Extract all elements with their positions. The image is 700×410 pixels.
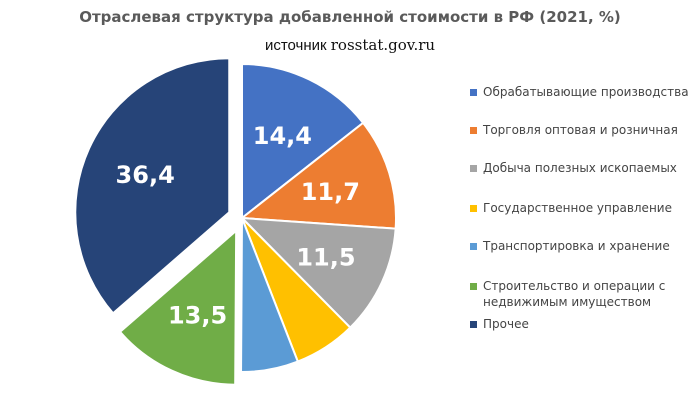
- pie-slice: [74, 57, 231, 315]
- pie-slice: [240, 217, 300, 373]
- legend-swatch: [470, 243, 477, 250]
- pie-slice: [239, 216, 397, 329]
- legend-label: Торговля оптовая и розничная: [483, 123, 678, 137]
- legend-item: Торговля оптовая и розничная: [470, 122, 698, 138]
- legend-item: Транспортировка и хранение: [470, 238, 698, 254]
- legend-swatch: [470, 205, 477, 212]
- source-prefix: источник: [264, 37, 327, 54]
- legend-label: Обрабатывающие производства: [483, 85, 689, 99]
- pie-slice: [241, 62, 365, 221]
- legend-swatch: [470, 165, 477, 172]
- slice-data-label: 13,5: [168, 302, 227, 330]
- legend-label: Добыча полезных ископаемых: [483, 161, 677, 175]
- legend-label: Прочее: [483, 317, 529, 331]
- legend-label: Государственное управление: [483, 201, 672, 215]
- legend-label: Строительство и операции с недвижимым им…: [483, 279, 666, 309]
- pie-slice: [118, 228, 238, 386]
- legend-item: Строительство и операции с недвижимым им…: [470, 278, 698, 310]
- legend-item: Обрабатывающие производства: [470, 84, 698, 100]
- legend-item: Добыча полезных ископаемых: [470, 160, 698, 176]
- source-url: rosstat.gov.ru: [330, 36, 436, 54]
- legend-label: Транспортировка и хранение: [483, 239, 670, 253]
- slice-data-label: 11,7: [301, 178, 360, 206]
- chart-title: Отраслевая структура добавленной стоимос…: [79, 8, 621, 26]
- legend-swatch: [470, 127, 477, 134]
- legend-swatch: [470, 321, 477, 328]
- slice-data-label: 11,5: [296, 244, 355, 272]
- legend-swatch: [470, 89, 477, 96]
- slice-data-label: 14,4: [253, 122, 312, 150]
- legend-item: Прочее: [470, 316, 698, 332]
- slice-data-label: 36,4: [116, 161, 175, 189]
- legend-swatch: [470, 283, 477, 290]
- pie-slice: [239, 121, 397, 230]
- source-line: источник rosstat.gov.ru: [0, 36, 700, 54]
- legend-item: Государственное управление: [470, 200, 698, 216]
